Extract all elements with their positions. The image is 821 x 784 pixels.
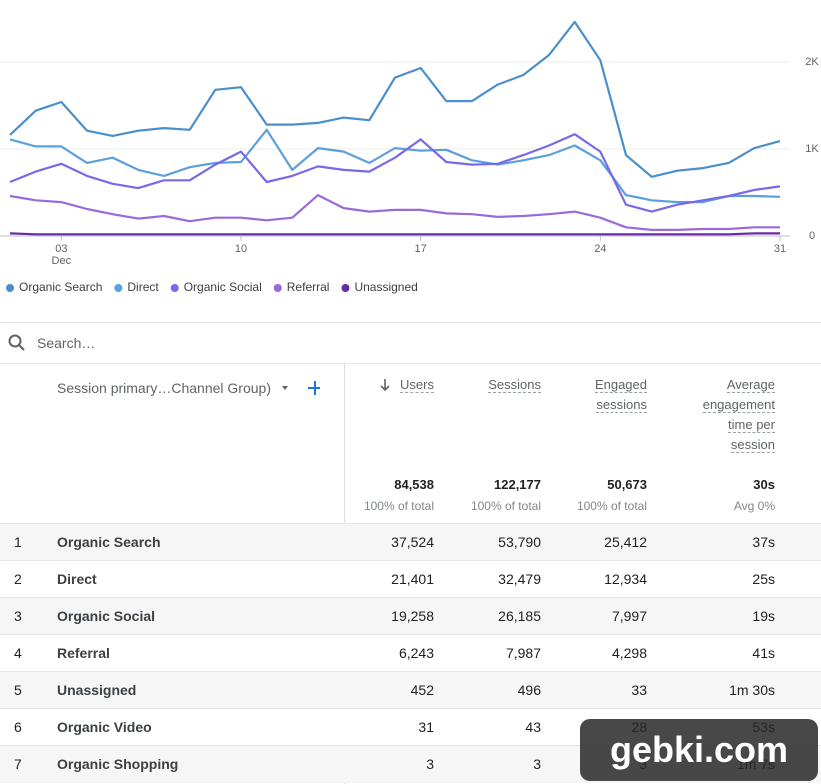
row-value: 25s	[752, 571, 775, 587]
legend-swatch	[170, 284, 179, 292]
total-sub: 100% of total	[363, 499, 434, 513]
legend-swatch	[114, 284, 123, 292]
column-header-text: Sessions	[488, 377, 541, 393]
row-value: 1m 30s	[729, 682, 775, 698]
total: 30s	[753, 477, 775, 492]
row-index: 3	[14, 608, 22, 624]
row-value: 19,258	[391, 608, 434, 624]
watermark: gebki.com	[609, 729, 789, 770]
column-header-text: Users	[400, 377, 434, 393]
total-sub: 100% of total	[470, 499, 541, 513]
row-index: 5	[14, 682, 22, 698]
row-value: 6,243	[398, 645, 434, 661]
series-line	[9, 232, 780, 236]
row-value: 53,790	[498, 534, 541, 550]
row-name: Organic Shopping	[57, 756, 179, 772]
row-index: 4	[14, 645, 22, 661]
total-sub: Avg 0%	[733, 499, 775, 513]
x-tick-label: 24	[594, 243, 606, 255]
row-value: 12,934	[604, 571, 647, 587]
x-tick-label: 03	[55, 243, 67, 255]
series-line	[9, 20, 781, 178]
series-line	[9, 133, 781, 213]
y-tick-label: 1K	[805, 143, 819, 155]
row-value: 3	[533, 756, 541, 772]
row-name: Organic Video	[57, 719, 152, 735]
column-header[interactable]: Users	[374, 375, 434, 395]
total-sub: 100% of total	[576, 499, 647, 513]
row-value: 25,412	[604, 534, 647, 550]
row-name: Organic Social	[57, 608, 156, 624]
row-value: 7,987	[505, 645, 541, 661]
column-header[interactable]: Sessions	[471, 375, 541, 395]
legend-label: Organic Search	[19, 280, 102, 294]
column-header[interactable]: Engaged sessions	[577, 375, 647, 415]
x-tick-sublabel: Dec	[52, 255, 72, 267]
row-value: 32,479	[498, 571, 541, 587]
row-name: Direct	[57, 571, 97, 587]
row-name: Referral	[57, 645, 110, 661]
total: 122,177	[494, 477, 541, 492]
row-index: 1	[14, 534, 22, 550]
row-value: 4,298	[611, 645, 647, 661]
column-header-text: Engaged sessions	[594, 377, 647, 413]
row-value: 26,185	[498, 608, 541, 624]
table-row	[0, 523, 821, 561]
row-value: 7,997	[611, 608, 647, 624]
search-placeholder: Search…	[37, 335, 96, 351]
dimension-header[interactable]: Session primary…Channel Group)	[57, 380, 271, 396]
row-value: 31	[418, 719, 434, 735]
legend-swatch	[6, 284, 14, 292]
legend-label: Referral	[287, 280, 330, 294]
row-value: 21,401	[391, 571, 434, 587]
x-tick-label: 31	[774, 243, 786, 255]
row-value: 19s	[752, 608, 775, 624]
search-icon	[8, 334, 25, 351]
x-tick-label: 17	[415, 243, 427, 255]
legend-label: Unassigned	[354, 280, 417, 294]
row-value: 43	[525, 719, 541, 735]
column-header-text: Average engagement time per session	[702, 377, 775, 453]
series-line	[9, 128, 781, 204]
row-value: 3	[426, 756, 434, 772]
legend-label: Direct	[127, 280, 159, 294]
row-value: 37s	[752, 534, 775, 550]
legend-swatch	[341, 284, 350, 292]
search-bar[interactable]: Search…	[0, 322, 821, 364]
series-line	[9, 194, 780, 231]
column-header[interactable]: Average engagement time per session	[685, 375, 775, 455]
row-name: Organic Search	[57, 534, 161, 550]
table-row	[0, 560, 821, 598]
legend-label: Organic Social	[184, 280, 262, 294]
row-index: 6	[14, 719, 22, 735]
x-tick-label: 10	[235, 243, 247, 255]
y-tick-label: 0	[809, 230, 815, 242]
total: 50,673	[607, 477, 647, 492]
row-value: 37,524	[391, 534, 434, 550]
watermark-box: gebki.com	[580, 719, 818, 781]
row-name: Unassigned	[57, 682, 137, 698]
table-row	[0, 634, 821, 672]
legend-swatch	[273, 284, 282, 292]
row-value: 33	[631, 682, 647, 698]
row-index: 7	[14, 756, 22, 772]
header-controls[interactable]	[280, 378, 320, 398]
sort-arrow	[380, 379, 390, 392]
row-value: 452	[410, 682, 434, 698]
total: 84,538	[394, 477, 434, 492]
table-row	[0, 671, 821, 709]
table-row	[0, 597, 821, 635]
row-value: 496	[517, 682, 541, 698]
y-tick-label: 2K	[805, 56, 819, 68]
row-value: 41s	[752, 645, 775, 661]
row-index: 2	[14, 571, 22, 587]
